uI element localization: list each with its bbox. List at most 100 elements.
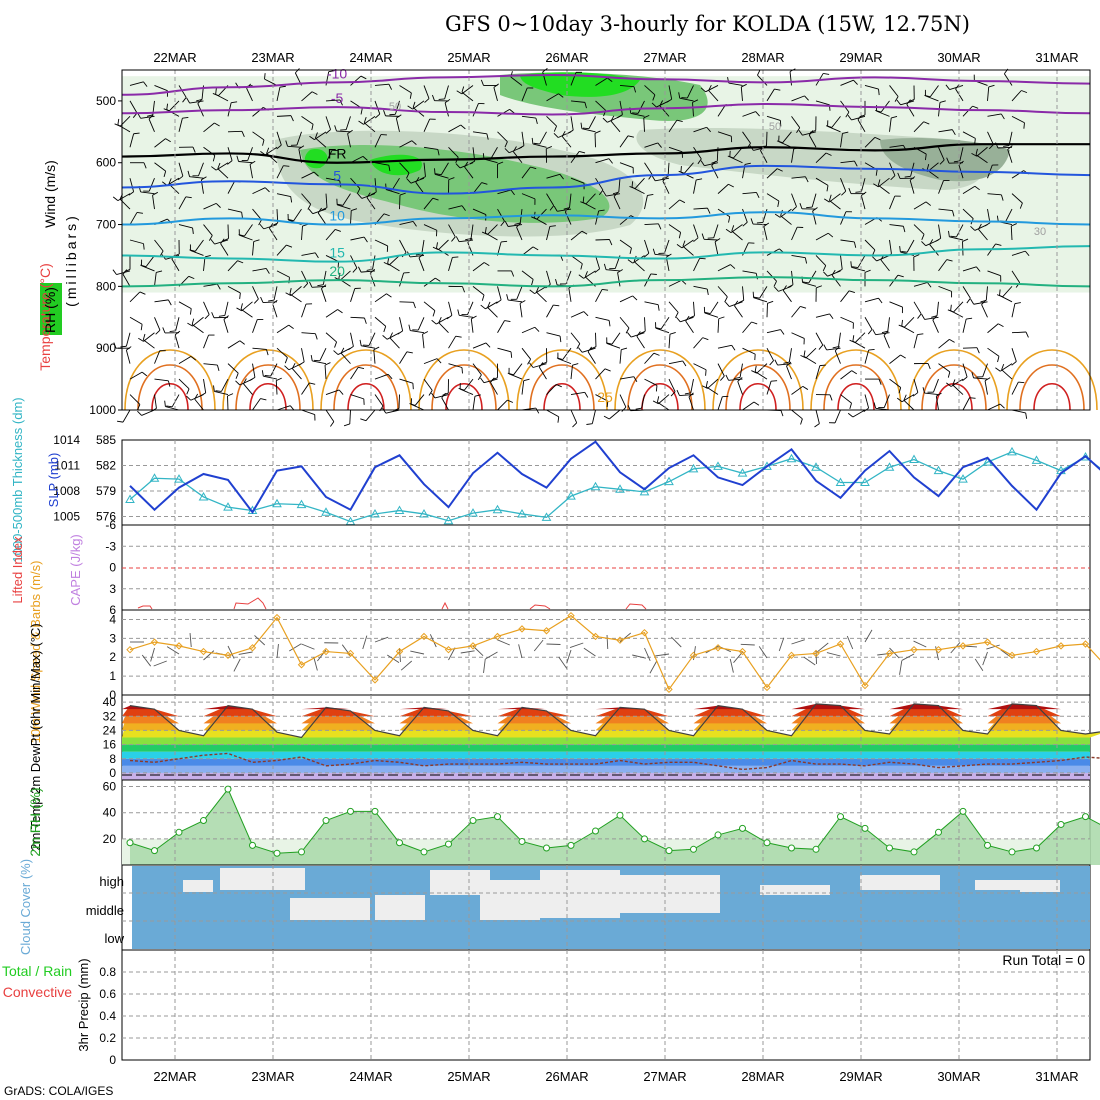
wind-barb	[410, 650, 425, 655]
wind-barb	[619, 239, 632, 249]
wind-barb-flag	[117, 118, 120, 125]
wind-barb	[608, 409, 621, 420]
wind-barb-flag	[670, 391, 676, 397]
wind-barb-flag	[674, 312, 679, 318]
isotherm-label: -10	[327, 65, 347, 81]
wind-barb	[730, 224, 743, 233]
wind-barb-flag	[514, 222, 521, 225]
wind-barb-flag	[583, 311, 589, 317]
wind-barb	[906, 239, 915, 253]
wind-barb	[611, 332, 621, 345]
wind-barb-flag	[382, 335, 388, 340]
wind-barb-flag	[387, 257, 390, 264]
wind-barb	[325, 332, 337, 343]
wind-barb	[713, 224, 719, 238]
wind-point	[689, 651, 698, 660]
wind-barb	[387, 263, 400, 272]
wind-barb-flag	[456, 90, 463, 95]
wind-barb-flag	[182, 97, 187, 103]
wind-point	[346, 649, 355, 658]
wind-barb-flag	[163, 171, 167, 178]
wind-barb	[693, 301, 695, 316]
wind-barb-flag	[330, 421, 335, 427]
wind-barb	[536, 291, 547, 303]
wind-barb	[448, 335, 457, 349]
wind-barb	[483, 378, 498, 384]
wind-barb-flag	[128, 191, 134, 196]
wind-barb-flag	[731, 225, 735, 232]
wind-barb-flag	[266, 147, 270, 154]
temp-contour-25	[1006, 349, 1098, 411]
wind-barb	[929, 85, 939, 98]
wind-barb	[711, 165, 719, 179]
wind-barb-flag	[590, 346, 597, 350]
wind-barb-flag	[594, 268, 600, 273]
cloud-level-middle: middle	[86, 903, 124, 918]
wind-barb-flag	[891, 116, 898, 119]
wind-barb	[203, 650, 215, 661]
wind-barb	[171, 394, 180, 408]
thickness-point	[737, 468, 748, 477]
wind-barb-flag	[317, 284, 324, 287]
wind-barb	[493, 87, 498, 102]
wind-barb-flag	[363, 116, 367, 123]
wind-barb	[140, 191, 155, 195]
wind-barb-flag	[298, 145, 305, 150]
wind-barb-flag	[471, 315, 477, 320]
wind-barb-flag	[925, 201, 932, 206]
wind-barb	[252, 241, 255, 256]
wind-barb	[399, 378, 414, 384]
wind-barb	[125, 332, 131, 347]
wind-barb-flag	[506, 294, 509, 301]
wind-barb-flag	[480, 304, 486, 310]
wind-barb	[533, 639, 544, 652]
wind-barb	[987, 323, 999, 334]
wind-barb	[521, 87, 528, 102]
wind-barb	[789, 71, 792, 86]
wind-barb-flag	[607, 77, 613, 82]
wind-barb-flag	[516, 222, 522, 228]
wind-barb	[840, 79, 854, 86]
temp2m-ylabel: 2m Temp 2m DewPt (6hr Min/Max) (°C)	[28, 623, 43, 850]
wind-barb-flag	[406, 172, 410, 179]
temp-band	[122, 765, 1090, 773]
wind-barb	[198, 162, 204, 176]
wind-barb	[166, 109, 180, 117]
wind-barb-flag	[853, 241, 857, 248]
wind-barb	[938, 285, 952, 292]
wind-barb-flag	[290, 115, 294, 122]
wind-barb	[973, 377, 988, 380]
wind-barb	[840, 239, 855, 243]
wind-barb	[655, 254, 670, 256]
wind-barb	[717, 183, 729, 194]
wind-barb-flag	[769, 360, 774, 366]
wind-barb	[448, 301, 453, 316]
wind-barb-flag	[481, 182, 488, 185]
wind-barb	[388, 255, 400, 266]
wind-barb	[399, 239, 407, 253]
wind-barb	[143, 332, 155, 342]
wind-barb	[373, 349, 376, 364]
wind-barb	[189, 176, 204, 179]
wind-barb	[178, 356, 192, 365]
wind-barb	[569, 642, 584, 648]
wind-barb	[227, 363, 239, 374]
wind-barb	[742, 111, 756, 117]
wind-barb-flag	[851, 370, 858, 375]
wind-barb	[831, 274, 841, 287]
footer-credit: GrADS: COLA/IGES	[4, 1084, 113, 1098]
wind-barb	[203, 334, 209, 349]
wind-barb-flag	[1021, 90, 1028, 94]
wind-barb	[301, 252, 316, 256]
wind-barb	[588, 116, 596, 129]
wind-barb-flag	[755, 111, 760, 117]
wind-barb-flag	[633, 376, 638, 383]
wind-point	[885, 649, 894, 658]
temp-contour-35	[739, 383, 777, 411]
wind-barb-flag	[627, 332, 632, 338]
wind-barb	[276, 165, 284, 179]
wind-barb-flag	[182, 117, 189, 119]
wind-barb	[1007, 149, 1013, 163]
wind-barb-flag	[922, 387, 926, 394]
